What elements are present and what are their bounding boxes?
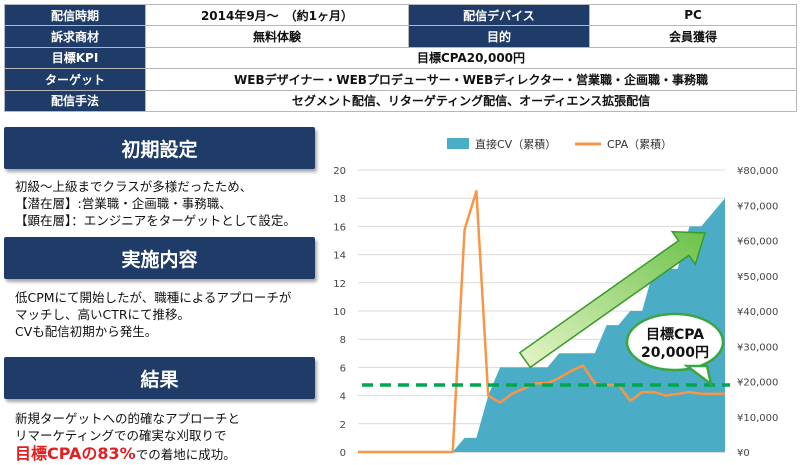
callout-line-2: 20,000円 bbox=[641, 345, 709, 361]
right-tick-label: ¥80,000 bbox=[737, 166, 778, 177]
legend-label-cpa: CPA（累積） bbox=[607, 137, 672, 151]
text-line: 【潜在層】:営業職・企画職・事務職、 bbox=[15, 196, 232, 211]
label-purpose: 目的 bbox=[408, 25, 590, 48]
left-tick-label: 0 bbox=[340, 448, 346, 459]
left-tick-label: 4 bbox=[340, 392, 346, 403]
left-tick-label: 16 bbox=[333, 222, 346, 233]
table-row: 配信時期 2014年9月～ （約1ヶ月） 配信デバイス PC bbox=[4, 3, 797, 27]
left-tick-label: 8 bbox=[340, 335, 346, 346]
value-purpose: 会員獲得 bbox=[589, 25, 797, 48]
initial-settings-heading: 初期設定 bbox=[4, 127, 315, 169]
growth-arrow bbox=[518, 230, 707, 369]
label-period: 配信時期 bbox=[4, 3, 146, 27]
text-line: 低CPMにて開始したが、職種によるアプローチが bbox=[15, 290, 292, 305]
result-heading: 結果 bbox=[4, 357, 315, 399]
value-period: 2014年9月～ （約1ヶ月） bbox=[145, 3, 409, 27]
right-axis-ticks: ¥0 ¥10,000 ¥20,000 ¥30,000 ¥40,000 ¥50,000 ¥60… bbox=[737, 166, 778, 459]
right-tick-label: ¥40,000 bbox=[737, 307, 778, 318]
left-tick-label: 10 bbox=[333, 307, 346, 318]
callout-bubble bbox=[625, 312, 725, 372]
right-tick-label: ¥20,000 bbox=[737, 378, 778, 389]
result-emphasis: 目標CPAの83% bbox=[15, 444, 136, 463]
right-tick-label: ¥50,000 bbox=[737, 272, 778, 283]
value-product: 無料体験 bbox=[145, 25, 409, 48]
cv-area-series bbox=[358, 198, 725, 452]
value-kpi: 目標CPA20,000円 bbox=[145, 46, 797, 70]
execution-heading: 実施内容 bbox=[4, 237, 315, 279]
text-line: 【顕在層】：エンジニアをターゲットとして設定。 bbox=[15, 213, 296, 228]
legend-swatch-cv bbox=[447, 138, 469, 149]
right-tick-label: ¥60,000 bbox=[737, 237, 778, 248]
left-tick-label: 2 bbox=[340, 420, 346, 431]
text-line: リマーケティングでの確実な刈取りで bbox=[15, 428, 227, 443]
left-tick-label: 12 bbox=[333, 279, 346, 290]
table-row: ターゲット WEBデザイナー・WEBプロデューサー・WEBディレクター・営業職・… bbox=[4, 68, 797, 91]
label-target: ターゲット bbox=[4, 68, 146, 91]
right-tick-label: ¥70,000 bbox=[737, 201, 778, 212]
left-axis-ticks: 0 2 4 6 8 10 12 14 16 18 20 bbox=[333, 166, 346, 459]
initial-settings-text: 初級～上級までクラスが多様だったため、 【潜在層】:営業職・企画職・事務職、 【… bbox=[15, 178, 325, 229]
text-line: CVも配信初期から発生。 bbox=[15, 324, 158, 339]
result-tail: での着地に成功。 bbox=[135, 447, 236, 462]
table-row: 配信手法 セグメント配信、リターゲティング配信、オーディエンス拡張配信 bbox=[4, 89, 797, 113]
result-text: 新規ターゲットへの的確なアプローチと リマーケティングでの確実な刈取りで 目標C… bbox=[15, 410, 325, 465]
text-line: 初級～上級までクラスが多様だったため、 bbox=[15, 179, 253, 194]
label-method: 配信手法 bbox=[4, 89, 146, 113]
left-tick-label: 18 bbox=[333, 194, 346, 205]
target-cpa-callout: 目標CPA 20,000円 bbox=[625, 312, 725, 388]
cv-cpa-chart: 直接CV（累積） CPA（累積） 目標CPA 20,000円 0 2 4 6 8 10 12 1… bbox=[333, 137, 778, 459]
left-tick-label: 14 bbox=[333, 251, 346, 262]
right-tick-label: ¥0 bbox=[737, 448, 750, 459]
legend-label-cv: 直接CV（累積） bbox=[475, 137, 556, 151]
table-row: 目標KPI 目標CPA20,000円 bbox=[4, 46, 797, 70]
left-tick-label: 20 bbox=[333, 166, 346, 177]
label-device: 配信デバイス bbox=[408, 3, 590, 27]
campaign-info-table: 配信時期 2014年9月～ （約1ヶ月） 配信デバイス PC 訴求商材 無料体験… bbox=[4, 3, 797, 113]
value-target: WEBデザイナー・WEBプロデューサー・WEBディレクター・営業職・企画職・事務… bbox=[145, 68, 797, 91]
execution-text: 低CPMにて開始したが、職種によるアプローチが マッチし、高いCTRにて推移。 … bbox=[15, 289, 325, 340]
value-device: PC bbox=[589, 3, 797, 27]
label-product: 訴求商材 bbox=[4, 25, 146, 48]
label-kpi: 目標KPI bbox=[4, 46, 146, 70]
chart-legend: 直接CV（累積） CPA（累積） bbox=[447, 137, 672, 151]
table-row: 訴求商材 無料体験 目的 会員獲得 bbox=[4, 25, 797, 48]
right-tick-label: ¥10,000 bbox=[737, 413, 778, 424]
value-method: セグメント配信、リターゲティング配信、オーディエンス拡張配信 bbox=[145, 89, 797, 113]
callout-line-1: 目標CPA bbox=[646, 326, 704, 343]
text-line: 新規ターゲットへの的確なアプローチと bbox=[15, 411, 241, 426]
right-tick-label: ¥30,000 bbox=[737, 342, 778, 353]
left-tick-label: 6 bbox=[340, 363, 346, 374]
text-line: マッチし、高いCTRにて推移。 bbox=[15, 307, 191, 322]
result-emphasis-line: 目標CPAの83%での着地に成功。 bbox=[15, 444, 325, 465]
cpa-line-series bbox=[358, 189, 725, 454]
callout-tail bbox=[683, 364, 713, 388]
